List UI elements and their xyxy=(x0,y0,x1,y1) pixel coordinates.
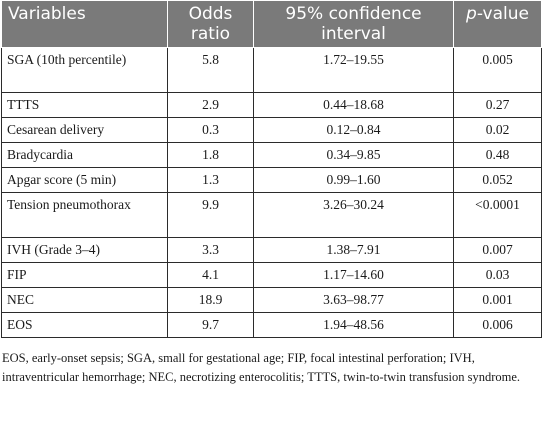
cell-variable: Apgar score (5 min) xyxy=(1,167,168,193)
table-row: Bradycardia 1.8 0.34–9.85 0.48 xyxy=(1,142,542,168)
cell-p-value: 0.27 xyxy=(453,92,542,118)
cell-odds-ratio: 9.9 xyxy=(167,192,254,238)
header-variables: Variables xyxy=(1,0,168,48)
cell-p-value: 0.03 xyxy=(453,262,542,288)
cell-variable: IVH (Grade 3–4) xyxy=(1,237,168,263)
table-row: EOS 9.7 1.94–48.56 0.006 xyxy=(1,312,542,338)
cell-variable: SGA (10th percentile) xyxy=(1,47,168,93)
cell-variable: TTTS xyxy=(1,92,168,118)
table-row: Cesarean delivery 0.3 0.12–0.84 0.02 xyxy=(1,117,542,143)
header-row: Variables Odds ratio 95% confidence inte… xyxy=(1,0,542,48)
table-row: IVH (Grade 3–4) 3.3 1.38–7.91 0.007 xyxy=(1,237,542,263)
cell-p-value: 0.02 xyxy=(453,117,542,143)
cell-confidence-interval: 0.99–1.60 xyxy=(253,167,454,193)
cell-odds-ratio: 1.8 xyxy=(167,142,254,168)
cell-confidence-interval: 1.38–7.91 xyxy=(253,237,454,263)
cell-odds-ratio: 0.3 xyxy=(167,117,254,143)
header-p-value: p-value xyxy=(453,0,542,48)
cell-confidence-interval: 0.44–18.68 xyxy=(253,92,454,118)
cell-p-value: 0.007 xyxy=(453,237,542,263)
results-table-container: Variables Odds ratio 95% confidence inte… xyxy=(1,0,542,384)
cell-p-value: 0.48 xyxy=(453,142,542,168)
table-row: TTTS 2.9 0.44–18.68 0.27 xyxy=(1,92,542,118)
cell-p-value: <0.0001 xyxy=(453,192,542,238)
table-footnote: EOS, early-onset sepsis; SGA, small for … xyxy=(2,351,521,384)
header-p-suffix: -value xyxy=(476,4,529,24)
odds-ratio-table: Variables Odds ratio 95% confidence inte… xyxy=(1,0,542,338)
cell-variable: EOS xyxy=(1,312,168,338)
table-row: Apgar score (5 min) 1.3 0.99–1.60 0.052 xyxy=(1,167,542,193)
table-row: SGA (10th percentile) 5.8 1.72–19.55 0.0… xyxy=(1,47,542,93)
cell-variable: Cesarean delivery xyxy=(1,117,168,143)
cell-confidence-interval: 0.34–9.85 xyxy=(253,142,454,168)
cell-confidence-interval: 3.26–30.24 xyxy=(253,192,454,238)
cell-odds-ratio: 9.7 xyxy=(167,312,254,338)
table-row: NEC 18.9 3.63–98.77 0.001 xyxy=(1,287,542,313)
table-body: SGA (10th percentile) 5.8 1.72–19.55 0.0… xyxy=(1,47,542,338)
cell-variable: Bradycardia xyxy=(1,142,168,168)
cell-odds-ratio: 4.1 xyxy=(167,262,254,288)
cell-odds-ratio: 18.9 xyxy=(167,287,254,313)
cell-variable: FIP xyxy=(1,262,168,288)
cell-p-value: 0.052 xyxy=(453,167,542,193)
header-confidence-interval: 95% confidence interval xyxy=(253,0,454,48)
cell-confidence-interval: 1.94–48.56 xyxy=(253,312,454,338)
cell-variable: Tension pneumothorax xyxy=(1,192,168,238)
table-row: FIP 4.1 1.17–14.60 0.03 xyxy=(1,262,542,288)
cell-confidence-interval: 1.72–19.55 xyxy=(253,47,454,93)
cell-odds-ratio: 3.3 xyxy=(167,237,254,263)
cell-p-value: 0.005 xyxy=(453,47,542,93)
cell-odds-ratio: 5.8 xyxy=(167,47,254,93)
header-odds-ratio: Odds ratio xyxy=(167,0,254,48)
table-row: Tension pneumothorax 9.9 3.26–30.24 <0.0… xyxy=(1,192,542,238)
table-header: Variables Odds ratio 95% confidence inte… xyxy=(1,0,542,48)
cell-confidence-interval: 3.63–98.77 xyxy=(253,287,454,313)
cell-p-value: 0.001 xyxy=(453,287,542,313)
cell-odds-ratio: 1.3 xyxy=(167,167,254,193)
cell-confidence-interval: 0.12–0.84 xyxy=(253,117,454,143)
cell-p-value: 0.006 xyxy=(453,312,542,338)
cell-variable: NEC xyxy=(1,287,168,313)
cell-confidence-interval: 1.17–14.60 xyxy=(253,262,454,288)
cell-odds-ratio: 2.9 xyxy=(167,92,254,118)
header-p-italic: p xyxy=(466,4,477,24)
